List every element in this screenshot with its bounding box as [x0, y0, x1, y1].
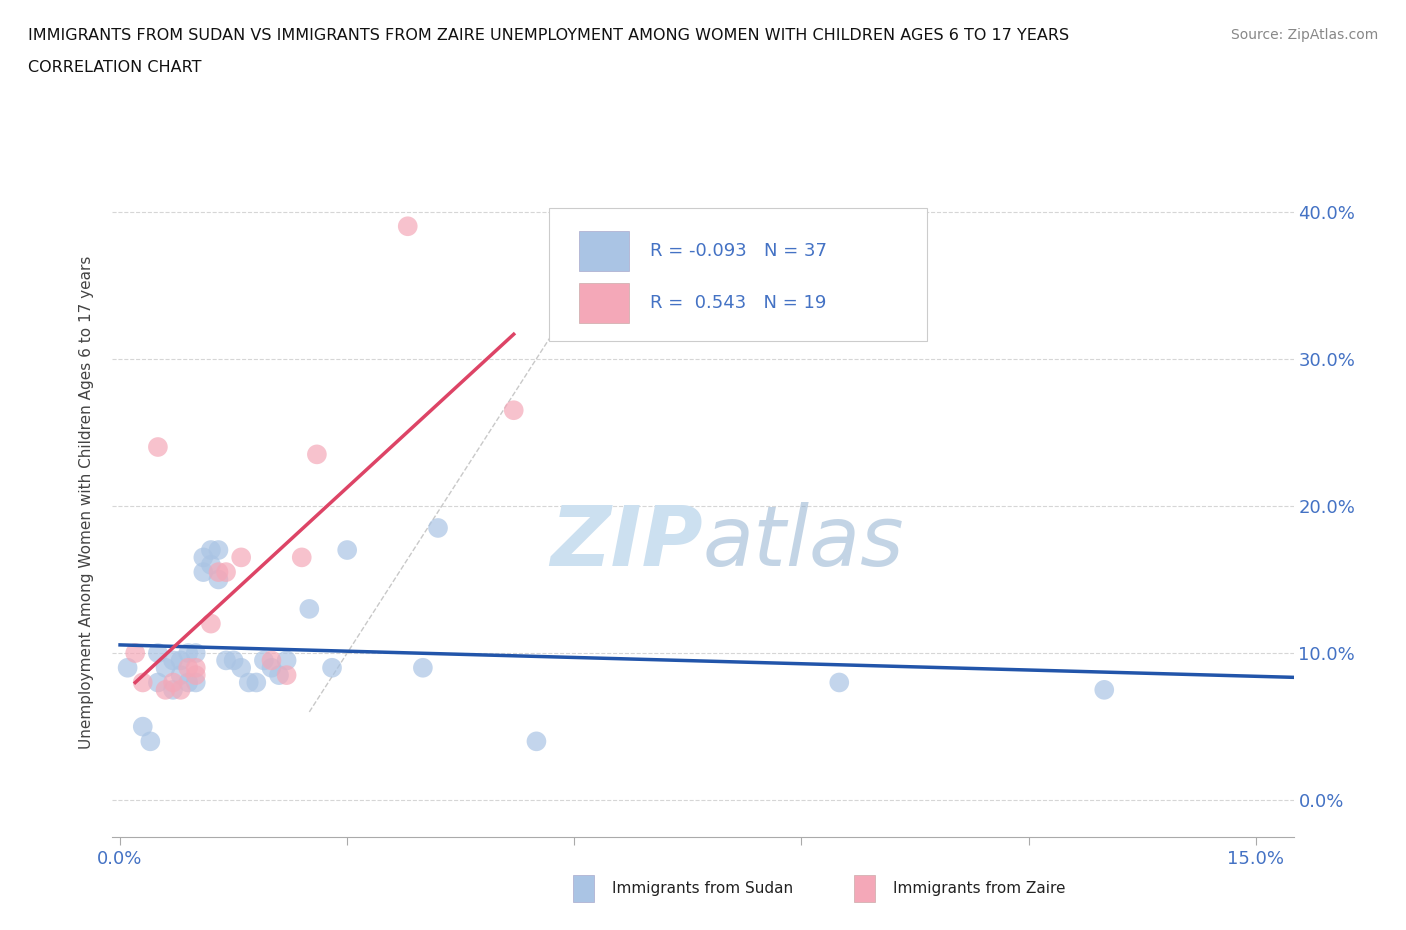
Point — [139, 734, 162, 749]
Point — [155, 660, 177, 675]
Point — [169, 683, 191, 698]
Point — [184, 645, 207, 660]
Point — [132, 719, 155, 734]
Point — [177, 675, 200, 690]
Point — [184, 675, 207, 690]
Point — [412, 660, 434, 675]
Text: IMMIGRANTS FROM SUDAN VS IMMIGRANTS FROM ZAIRE UNEMPLOYMENT AMONG WOMEN WITH CHI: IMMIGRANTS FROM SUDAN VS IMMIGRANTS FROM… — [28, 28, 1069, 43]
Point — [207, 572, 229, 587]
Point — [222, 653, 245, 668]
Point — [184, 660, 207, 675]
Point — [124, 645, 146, 660]
Point — [305, 447, 328, 462]
Point — [502, 403, 524, 418]
Point — [260, 660, 283, 675]
Point — [146, 440, 169, 455]
Bar — [579, 283, 628, 323]
Point — [207, 565, 229, 579]
Point — [526, 734, 548, 749]
Point — [169, 668, 191, 683]
Point — [336, 542, 359, 557]
Text: R = -0.093   N = 37: R = -0.093 N = 37 — [650, 242, 827, 260]
Point — [200, 557, 222, 572]
Text: Immigrants from Zaire: Immigrants from Zaire — [893, 881, 1066, 896]
Point — [207, 542, 229, 557]
Text: ZIP: ZIP — [550, 502, 703, 583]
Point — [267, 668, 290, 683]
Point — [200, 542, 222, 557]
Point — [177, 660, 200, 675]
Bar — [579, 231, 628, 272]
Point — [260, 653, 283, 668]
Point — [193, 565, 215, 579]
Point — [215, 653, 238, 668]
Point — [238, 675, 260, 690]
Point — [200, 617, 222, 631]
Text: R =  0.543   N = 19: R = 0.543 N = 19 — [650, 294, 827, 312]
Text: Source: ZipAtlas.com: Source: ZipAtlas.com — [1230, 28, 1378, 42]
Text: Immigrants from Sudan: Immigrants from Sudan — [612, 881, 793, 896]
Point — [162, 653, 184, 668]
Point — [146, 645, 169, 660]
Point — [828, 675, 851, 690]
Point — [184, 668, 207, 683]
Point — [162, 683, 184, 698]
FancyBboxPatch shape — [550, 207, 928, 341]
Point — [162, 675, 184, 690]
Text: atlas: atlas — [703, 502, 904, 583]
Text: CORRELATION CHART: CORRELATION CHART — [28, 60, 201, 75]
Point — [231, 550, 253, 565]
Y-axis label: Unemployment Among Women with Children Ages 6 to 17 years: Unemployment Among Women with Children A… — [79, 256, 94, 749]
Point — [298, 602, 321, 617]
Point — [276, 668, 298, 683]
Point — [231, 660, 253, 675]
Point — [155, 683, 177, 698]
Point — [1092, 683, 1115, 698]
Point — [193, 550, 215, 565]
Point — [396, 219, 419, 233]
Point — [291, 550, 314, 565]
Point — [215, 565, 238, 579]
Point — [169, 653, 191, 668]
Point — [427, 521, 450, 536]
Point — [132, 675, 155, 690]
Point — [321, 660, 343, 675]
Point — [245, 675, 267, 690]
Point — [146, 675, 169, 690]
Point — [253, 653, 276, 668]
Point — [117, 660, 139, 675]
Point — [276, 653, 298, 668]
Point — [177, 645, 200, 660]
